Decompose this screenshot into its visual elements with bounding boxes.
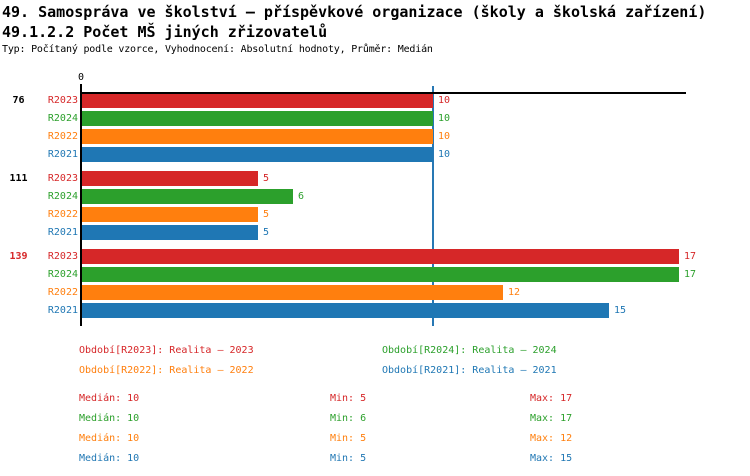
bar-value-label: 10: [438, 131, 451, 142]
stat-min: Min: 5: [330, 433, 367, 444]
bar-value-label: 10: [438, 113, 451, 124]
bar-value-label: 10: [438, 149, 451, 160]
bar: [82, 129, 433, 144]
bar: [82, 93, 433, 108]
bar: [82, 225, 258, 240]
legend-item: Období[R2023]: Realita – 2023: [79, 345, 254, 356]
median-reference-line: [432, 86, 434, 326]
stat-median: Medián: 10: [79, 393, 140, 404]
bar-series-label: R2021: [47, 149, 78, 160]
group-label: 111: [9, 173, 28, 184]
stat-max: Max: 12: [530, 433, 573, 444]
bar: [82, 249, 679, 264]
y-axis-line: [80, 84, 82, 326]
bar: [82, 111, 433, 126]
stat-min: Min: 6: [330, 413, 367, 424]
bar-value-label: 15: [614, 305, 627, 316]
bar: [82, 303, 609, 318]
bar: [82, 147, 433, 162]
bar-series-label: R2021: [47, 305, 78, 316]
stat-median: Medián: 10: [79, 413, 140, 424]
stat-median: Medián: 10: [79, 453, 140, 464]
bar-value-label: 12: [508, 287, 521, 298]
bar-series-label: R2024: [47, 269, 78, 280]
group-label: 76: [12, 95, 25, 106]
bar-series-label: R2022: [47, 209, 78, 220]
indicator-subtitle: Typ: Počítaný podle vzorce, Vyhodnocení:…: [2, 44, 433, 55]
stat-min: Min: 5: [330, 453, 367, 464]
bar-series-label: R2021: [47, 227, 78, 238]
bar-series-label: R2023: [47, 173, 78, 184]
bar: [82, 267, 679, 282]
bar-value-label: 6: [298, 191, 305, 202]
indicator-title: 49.1.2.2 Počet MŠ jiných zřizovatelů: [2, 23, 328, 41]
bar: [82, 207, 258, 222]
axis-zero-label: 0: [77, 72, 85, 83]
bar-series-label: R2022: [47, 131, 78, 142]
bar: [82, 189, 293, 204]
stat-max: Max: 17: [530, 413, 573, 424]
bar-value-label: 17: [684, 251, 697, 262]
legend-item: Období[R2024]: Realita – 2024: [382, 345, 557, 356]
stat-max: Max: 17: [530, 393, 573, 404]
bar: [82, 171, 258, 186]
stat-median: Medián: 10: [79, 433, 140, 444]
bar-series-label: R2024: [47, 191, 78, 202]
bar-series-label: R2023: [47, 95, 78, 106]
bar-value-label: 17: [684, 269, 697, 280]
group-label: 139: [9, 251, 28, 262]
bar-value-label: 5: [263, 209, 270, 220]
bar-value-label: 10: [438, 95, 451, 106]
bar-series-label: R2023: [47, 251, 78, 262]
bar-value-label: 5: [263, 173, 270, 184]
bar-series-label: R2024: [47, 113, 78, 124]
legend-item: Období[R2022]: Realita – 2022: [79, 365, 254, 376]
stat-min: Min: 5: [330, 393, 367, 404]
report-title: 49. Samospráva ve školství – příspěvkové…: [2, 3, 707, 21]
bar-series-label: R2022: [47, 287, 78, 298]
bar-value-label: 5: [263, 227, 270, 238]
x-axis-line: [80, 92, 686, 94]
bar: [82, 285, 503, 300]
legend-item: Období[R2021]: Realita – 2021: [382, 365, 557, 376]
stat-max: Max: 15: [530, 453, 573, 464]
